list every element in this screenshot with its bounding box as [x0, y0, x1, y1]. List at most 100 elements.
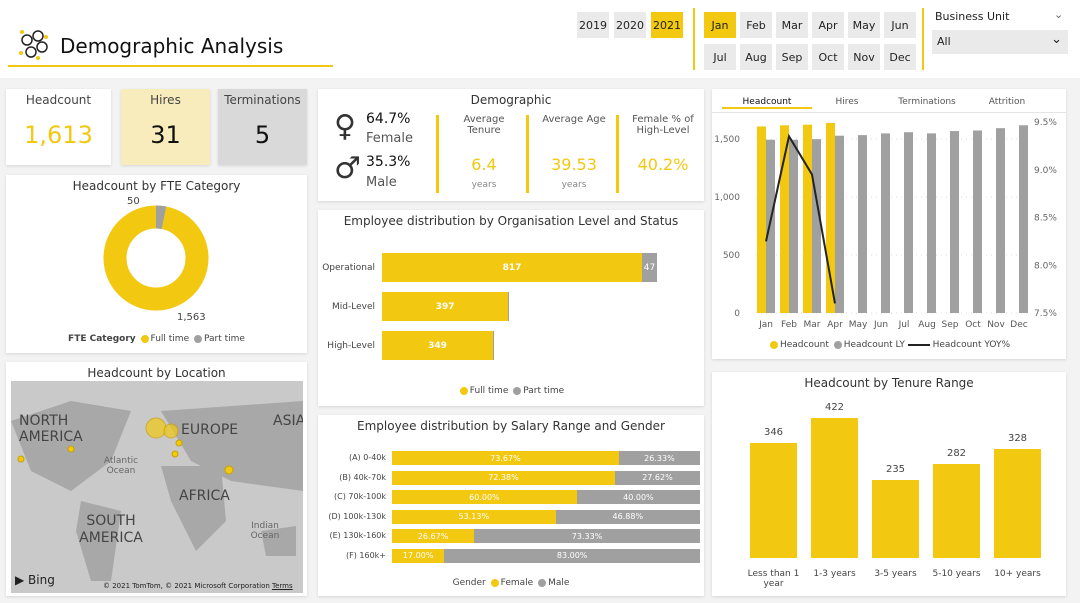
bar-male: 83.00%	[444, 548, 700, 563]
map-label: NORTH AMERICA	[19, 413, 83, 445]
chart-title: Headcount by Tenure Range	[804, 376, 974, 390]
line-headcount-yoy	[765, 133, 836, 304]
month-button-may[interactable]: May	[848, 12, 880, 38]
month-button-jan[interactable]: Jan	[704, 12, 736, 38]
year-button-2020[interactable]: 2020	[614, 12, 646, 38]
axis-label: 1-3 years	[813, 569, 856, 579]
tenure-bar	[933, 464, 980, 558]
axis-label: (B) 40k-70k	[339, 472, 386, 482]
title-underline	[8, 65, 333, 67]
fte-card: Headcount by FTE Category 50 1,563 FTE C…	[6, 175, 307, 353]
bar-headcount-ly	[812, 139, 821, 313]
x-tick-label: Sep	[942, 320, 959, 330]
x-tick-label: Jul	[898, 320, 910, 330]
month-button-oct[interactable]: Oct	[812, 44, 844, 70]
y2-tick-label: 9.5%	[1034, 118, 1057, 128]
bar-part-time: 47	[642, 253, 657, 282]
bing-logo: ▶ Bing	[15, 573, 55, 587]
axis-label: (F) 160k+	[346, 550, 386, 560]
map-label: Atlantic Ocean	[103, 456, 139, 476]
data-label: 422	[824, 402, 845, 413]
male-pct: 35.3%	[366, 154, 411, 170]
month-button-feb[interactable]: Feb	[740, 12, 772, 38]
y-tick-label: 0	[734, 309, 740, 319]
axis-label: High-Level	[327, 341, 375, 351]
year-button-2021[interactable]: 2021	[651, 12, 683, 38]
bar-headcount-ly	[927, 133, 936, 313]
bar-male: 27.62%	[614, 470, 700, 485]
y-tick-label: 500	[723, 251, 740, 261]
legend-item: Part time	[203, 334, 245, 344]
legend-item: Full time	[469, 386, 509, 396]
axis-label: Operational	[322, 263, 375, 273]
bar-headcount	[780, 125, 789, 313]
bar-headcount-ly	[766, 139, 775, 313]
bar-headcount-ly	[881, 133, 890, 313]
legend-item: Male	[548, 578, 570, 588]
card-title: Demographic	[470, 93, 552, 107]
tab-hires[interactable]: Hires	[835, 97, 859, 107]
legend-title: Gender	[452, 578, 486, 588]
fte-donut	[103, 205, 209, 311]
bar-headcount-ly	[858, 135, 867, 313]
tenure-label: Average Tenure	[463, 114, 505, 136]
legend-item: Headcount	[779, 340, 829, 350]
chart-title: Employee distribution by Organisation Le…	[343, 214, 679, 228]
tab-attrition[interactable]: Attrition	[988, 97, 1026, 107]
map-label: SOUTH AMERICA	[79, 513, 143, 546]
donut-slice-part-time	[103, 205, 209, 311]
business-unit-dropdown[interactable]: All ⌄	[932, 30, 1068, 54]
month-button-nov[interactable]: Nov	[848, 44, 880, 70]
bar-full-time: 817	[382, 253, 642, 282]
bar-male: 40.00%	[576, 490, 700, 504]
axis-label: (A) 0-40k	[348, 453, 386, 462]
kpi-label: Headcount	[25, 93, 92, 107]
headcount-combo-chart: 0 500 1,000 1,500 7.5% 8.0% 8.5% 9.0% 9.5% Jan Feb…	[714, 118, 1057, 330]
tenure-bar	[811, 418, 858, 558]
month-button-mar[interactable]: Mar	[776, 12, 808, 38]
data-label: 328	[1007, 433, 1028, 445]
y2-tick-label: 7.5%	[1034, 309, 1057, 319]
bar-headcount-ly	[1019, 125, 1028, 313]
chart-title: Employee distribution by Salary Range an…	[357, 419, 665, 433]
month-button-dec[interactable]: Dec	[884, 44, 916, 70]
terms-link[interactable]: Terms	[272, 582, 293, 590]
bar-female: 72.38%	[392, 470, 615, 485]
bar-male: 73.33%	[474, 529, 700, 543]
bar-headcount-ly	[904, 132, 913, 313]
month-button-jun[interactable]: Jun	[884, 12, 916, 38]
legend-item: Headcount LY	[843, 340, 905, 350]
bar-female: 60.00%	[392, 490, 577, 504]
female-icon: ♀	[334, 109, 356, 144]
map-view[interactable]: NORTH AMERICA EUROPE ASIA AFRICA SOUTH A…	[11, 381, 303, 593]
year-button-2019[interactable]: 2019	[577, 12, 609, 38]
x-tick-label: Dec	[1010, 320, 1027, 330]
bar-headcount	[826, 122, 835, 313]
people-network-icon	[18, 28, 48, 64]
tenure-card: Headcount by Tenure Range 346 Less than 1…	[712, 372, 1066, 596]
axis-label: (C) 70k-100k	[334, 492, 386, 501]
female-pct: 64.7%	[366, 111, 411, 127]
axis-label: (E) 130k-160k	[329, 531, 386, 540]
bar-part-time	[508, 292, 510, 321]
axis-label: 5-10 years	[932, 569, 981, 579]
tenure-unit: years	[471, 180, 497, 190]
x-tick-label: Mar	[804, 320, 821, 330]
tab-headcount[interactable]: Headcount	[722, 97, 812, 109]
month-button-jul[interactable]: Jul	[704, 44, 736, 70]
data-label: 282	[946, 448, 967, 460]
age-value: 39.53	[551, 155, 597, 174]
business-unit-value: All	[937, 35, 951, 48]
month-button-apr[interactable]: Apr	[812, 12, 844, 38]
legend-item: Headcount YOY%	[932, 340, 1011, 350]
tab-terminations[interactable]: Terminations	[898, 97, 956, 107]
month-button-aug[interactable]: Aug	[740, 44, 772, 70]
bar-headcount-ly	[973, 130, 982, 313]
axis-label: (D) 100k-130k	[328, 511, 386, 521]
headcount-trend-card: 0 500 1,000 1,500 7.5% 8.0% 8.5% 9.0% 9.5% Jan Feb…	[712, 89, 1066, 359]
y2-tick-label: 8.0%	[1034, 261, 1057, 271]
month-button-sep[interactable]: Sep	[776, 44, 808, 70]
chevron-down-icon[interactable]: ⌄	[1054, 8, 1064, 21]
female-hl-label: Female % of High-Level	[632, 114, 694, 136]
data-label: 346	[763, 427, 784, 439]
